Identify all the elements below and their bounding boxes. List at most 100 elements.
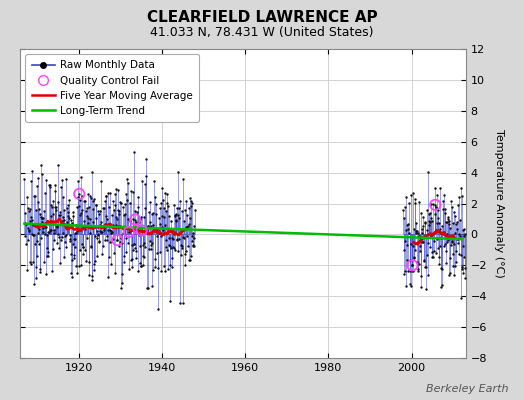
Point <box>190 222 198 229</box>
Point <box>441 260 450 266</box>
Point <box>111 270 119 276</box>
Point <box>152 226 161 233</box>
Point <box>434 245 442 251</box>
Point <box>21 220 29 226</box>
Point <box>405 229 413 236</box>
Point <box>67 270 75 277</box>
Point <box>105 190 114 196</box>
Point <box>433 236 442 242</box>
Point <box>26 214 35 220</box>
Point <box>113 237 122 243</box>
Point <box>429 254 438 260</box>
Point <box>426 219 434 225</box>
Point <box>408 268 416 274</box>
Point <box>166 262 174 268</box>
Point <box>97 229 106 235</box>
Point <box>23 194 31 200</box>
Point <box>159 197 167 203</box>
Point <box>89 206 97 212</box>
Point <box>50 237 58 244</box>
Point <box>451 212 459 219</box>
Point <box>450 272 458 278</box>
Point <box>49 210 57 217</box>
Point <box>77 210 85 216</box>
Point <box>117 200 125 206</box>
Point <box>118 230 127 236</box>
Point <box>36 266 44 272</box>
Point <box>82 205 91 212</box>
Point <box>154 306 162 312</box>
Point <box>53 162 62 169</box>
Point <box>445 255 454 262</box>
Point <box>81 247 89 254</box>
Point <box>460 226 468 233</box>
Point <box>69 209 78 216</box>
Point <box>29 259 37 265</box>
Point <box>118 270 126 277</box>
Point <box>127 264 136 270</box>
Point <box>439 243 447 249</box>
Point <box>121 211 129 218</box>
Point <box>450 241 458 247</box>
Point <box>423 206 431 213</box>
Point <box>135 242 144 249</box>
Point <box>161 268 169 274</box>
Point <box>160 263 168 269</box>
Point <box>108 198 117 204</box>
Point <box>90 267 98 274</box>
Point <box>164 229 172 235</box>
Point <box>107 230 116 236</box>
Point <box>63 224 72 230</box>
Point <box>102 213 110 219</box>
Point <box>158 212 166 219</box>
Point <box>150 226 158 232</box>
Point <box>178 245 186 251</box>
Point <box>86 216 94 222</box>
Point <box>186 215 194 222</box>
Point <box>165 235 173 242</box>
Point <box>99 243 107 249</box>
Point <box>442 247 451 254</box>
Point <box>440 206 449 212</box>
Point <box>447 204 456 210</box>
Point <box>53 239 61 246</box>
Point <box>115 243 123 249</box>
Point <box>57 218 66 224</box>
Point <box>61 176 70 182</box>
Point <box>431 227 440 233</box>
Point <box>181 251 189 257</box>
Point <box>168 235 176 241</box>
Point <box>24 205 32 211</box>
Point <box>185 205 193 211</box>
Point <box>413 267 422 274</box>
Point <box>450 208 458 215</box>
Point <box>94 210 103 217</box>
Point <box>445 218 454 224</box>
Point <box>45 218 53 225</box>
Point <box>139 254 148 260</box>
Point <box>460 254 468 260</box>
Point <box>53 223 61 230</box>
Point <box>401 238 409 244</box>
Point <box>22 220 30 227</box>
Point <box>39 224 47 231</box>
Point <box>401 227 410 233</box>
Point <box>174 248 182 254</box>
Point <box>428 217 436 224</box>
Point <box>444 272 453 278</box>
Point <box>446 270 455 276</box>
Point <box>94 231 103 237</box>
Point <box>459 243 467 249</box>
Point <box>122 249 130 256</box>
Point <box>26 206 34 212</box>
Point <box>71 236 79 242</box>
Point <box>40 208 48 214</box>
Point <box>167 245 176 251</box>
Point <box>160 214 168 220</box>
Point <box>412 228 421 234</box>
Point <box>42 176 50 183</box>
Point <box>103 227 112 233</box>
Point <box>112 214 120 220</box>
Point <box>420 256 429 263</box>
Point <box>71 244 80 250</box>
